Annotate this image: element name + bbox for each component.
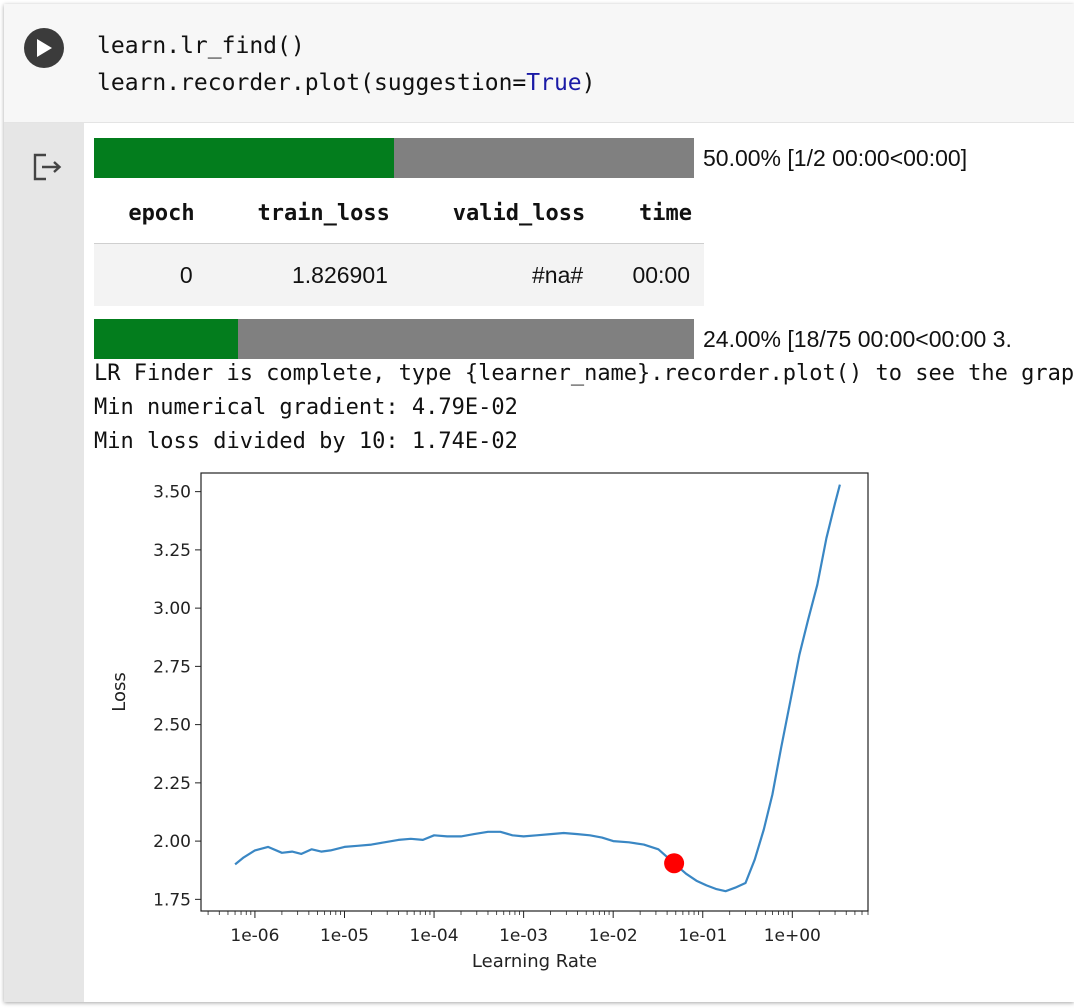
column-header: time [597, 183, 704, 244]
x-tick-label: 1e-05 [320, 926, 369, 946]
keyword-true: True [526, 70, 582, 96]
y-tick-label: 2.00 [153, 832, 191, 852]
y-tick-label: 3.25 [153, 541, 191, 561]
epoch-progress-text: 50.00% [1/2 00:00<00:00] [703, 145, 968, 171]
run-cell-button[interactable] [24, 28, 64, 68]
x-tick-label: 1e+00 [764, 926, 821, 946]
code-editor[interactable]: learn.lr_find() learn.recorder.plot(sugg… [4, 4, 1074, 123]
x-tick-label: 1e-03 [499, 926, 548, 946]
log-line: Min loss divided by 10: 1.74E-02 [94, 429, 518, 454]
code-text[interactable]: learn.lr_find() learn.recorder.plot(sugg… [97, 28, 596, 102]
x-tick-label: 1e-01 [678, 926, 727, 946]
notebook-cell: learn.lr_find() learn.recorder.plot(sugg… [4, 4, 1074, 1002]
table-cell: 0 [94, 243, 207, 306]
epoch-progress-bar [94, 138, 694, 178]
x-tick-label: 1e-04 [410, 926, 459, 946]
batch-progress-fill [94, 319, 238, 359]
epoch-progress-fill [94, 138, 394, 178]
table-header-row: epoch train_loss valid_loss time [94, 183, 704, 244]
x-tick-label: 1e-02 [589, 926, 638, 946]
table-cell: 1.826901 [206, 243, 402, 306]
y-tick-label: 1.75 [153, 890, 191, 910]
y-tick-label: 2.25 [153, 774, 191, 794]
batch-progress-bar [94, 319, 694, 359]
output-exit-icon[interactable] [32, 153, 64, 181]
y-axis-label: Loss [109, 672, 130, 711]
column-header: train_loss [206, 183, 402, 244]
loss-curve [234, 484, 841, 893]
play-icon [37, 39, 52, 57]
y-tick-label: 2.75 [153, 657, 191, 677]
table-row: 0 1.826901 #na# 00:00 [94, 243, 704, 306]
lr-finder-plot: 1.75 2.00 2.25 2.50 2.75 3.00 3.25 3.50 1e-06 1e-… [109, 472, 869, 972]
log-line: LR Finder is complete, type {learner_nam… [94, 361, 1074, 386]
log-line: Min numerical gradient: 4.79E-02 [94, 395, 518, 420]
code-line-2: learn.recorder.plot(suggestion=True) [97, 70, 596, 96]
column-header: epoch [94, 183, 207, 244]
column-header: valid_loss [401, 183, 598, 244]
x-tick-label: 1e-06 [230, 926, 279, 946]
output-gutter [4, 123, 84, 1002]
lr-finder-chart: 1.75 2.00 2.25 2.50 2.75 3.00 3.25 3.50 1e-06 1e-… [94, 465, 874, 985]
x-axis-label: Learning Rate [472, 951, 597, 972]
results-table: epoch train_loss valid_loss time 0 1.826… [94, 183, 704, 306]
y-tick-label: 3.00 [153, 599, 191, 619]
code-line-1: learn.lr_find() [97, 33, 305, 59]
suggestion-marker [664, 853, 685, 874]
output-log: LR Finder is complete, type {learner_nam… [94, 357, 1074, 459]
batch-progress-text: 24.00% [18/75 00:00<00:00 3. [703, 326, 1012, 352]
y-tick-label: 3.50 [153, 483, 191, 503]
cell-output: 50.00% [1/2 00:00<00:00] epoch train_los… [84, 123, 1074, 1002]
y-tick-label: 2.50 [153, 716, 191, 736]
table-cell: 00:00 [597, 243, 704, 306]
table-cell: #na# [401, 243, 598, 306]
plot-frame [200, 472, 869, 912]
